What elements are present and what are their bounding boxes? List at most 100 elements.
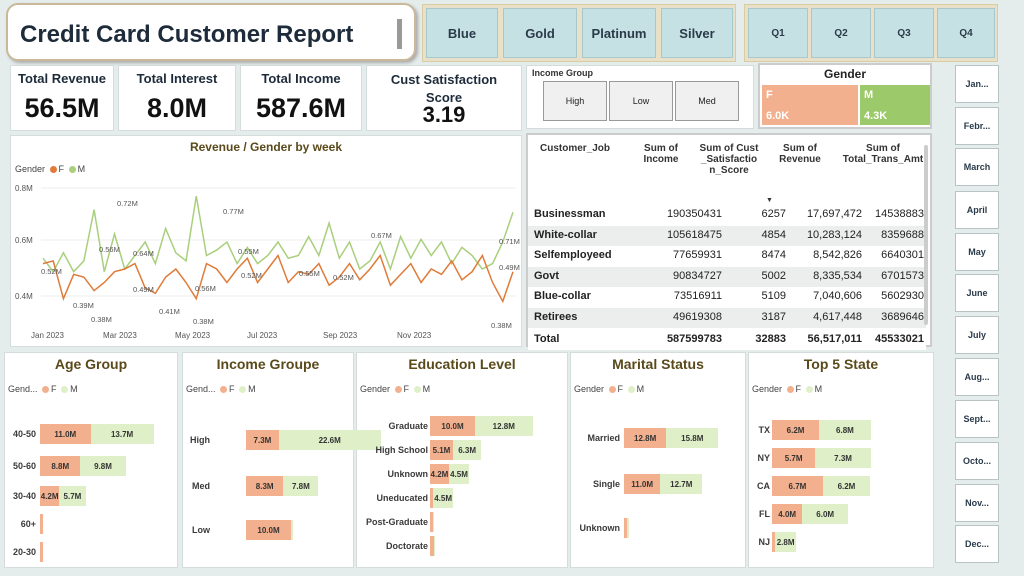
x-tick: Sep 2023 — [323, 331, 358, 340]
bar-female[interactable]: 11.0M — [40, 424, 91, 444]
slicer-platinum[interactable]: Platinum — [582, 8, 656, 58]
month-9[interactable]: Sept... — [955, 400, 999, 438]
income-high-button[interactable]: High — [543, 81, 607, 121]
table-row[interactable]: Selfemployeed 77659931 8474 8,542,826 664030… — [528, 246, 926, 266]
bar-female[interactable] — [430, 512, 433, 532]
table-row[interactable]: Blue-collar 73516911 5109 7,040,606 5602930 — [528, 287, 926, 307]
income-group-slicer: Income Group High Low Med — [526, 65, 754, 129]
kpi-label: Cust Satisfaction Score — [390, 72, 498, 105]
bar-female[interactable] — [772, 532, 775, 552]
bar-female[interactable]: 6.7M — [772, 476, 823, 496]
income-low-button[interactable]: Low — [609, 81, 673, 121]
gender-f-value: 6.0K — [766, 110, 790, 122]
bar-female[interactable] — [430, 488, 433, 508]
bar-female[interactable]: 8.3M — [246, 476, 284, 496]
month-4[interactable]: April — [955, 191, 999, 229]
legend-m: M — [70, 384, 78, 394]
y-tick: 0.4M — [15, 292, 33, 301]
slicer-q4[interactable]: Q4 — [937, 8, 995, 58]
bar-male[interactable] — [433, 536, 435, 556]
education-content: Education Level Gender F M Graduate 10.0M 12… — [356, 352, 568, 568]
bar-male[interactable]: 4.5M — [448, 464, 470, 484]
bar-female[interactable]: 5.7M — [772, 448, 816, 468]
bar-female[interactable]: 10.0M — [246, 520, 291, 540]
slicer-q3[interactable]: Q3 — [874, 8, 934, 58]
header-income[interactable]: Sum of Income — [643, 143, 679, 165]
slicer-blue[interactable]: Blue — [426, 8, 498, 58]
month-10[interactable]: Octo... — [955, 442, 999, 480]
bar-female[interactable] — [40, 542, 43, 562]
bar-male[interactable]: 6.8M — [819, 420, 871, 440]
bar-female[interactable]: 8.8M — [40, 456, 81, 476]
slicer-q1[interactable]: Q1 — [748, 8, 808, 58]
month-1[interactable]: Jan... — [955, 65, 999, 103]
bar-male[interactable]: 2.8M — [775, 532, 797, 552]
bar-female[interactable]: 4.2M — [430, 464, 449, 484]
bar-female[interactable]: 11.0M — [624, 474, 661, 494]
table-cell: Businessman — [534, 208, 606, 220]
month-7[interactable]: July — [955, 316, 999, 354]
table-total-row[interactable]: Total 587599783 32883 56,517,011 45533021 — [528, 330, 926, 350]
category-label: Low — [192, 525, 210, 535]
bar-female[interactable]: 7.3M — [246, 430, 279, 450]
bar-male[interactable]: 12.8M — [475, 416, 533, 436]
bar-female[interactable] — [40, 514, 43, 534]
bar-male[interactable]: 22.6M — [278, 430, 381, 450]
table-row[interactable]: Businessman 190350431 6257 17,697,472 145388… — [528, 205, 926, 225]
bar-male[interactable]: 7.3M — [815, 448, 871, 468]
bar-male[interactable]: 5.7M — [59, 486, 86, 506]
data-label: 0.38M — [91, 315, 112, 324]
bar-male[interactable]: 13.7M — [90, 424, 154, 444]
bar-male[interactable] — [627, 518, 629, 538]
bar-male[interactable]: 9.8M — [80, 456, 126, 476]
bar-female[interactable] — [430, 536, 434, 556]
kpi-total-revenue: Total Revenue 56.5M — [10, 65, 114, 131]
x-tick: Jan 2023 — [31, 331, 64, 340]
bar-female[interactable]: 4.0M — [772, 504, 803, 524]
header-satisfaction[interactable]: Sum of Cust_Satisfaction_Score — [699, 143, 759, 176]
table-row[interactable]: White-collar 105618475 4854 10,283,124 83596… — [528, 225, 926, 246]
header-revenue[interactable]: Sum of Revenue — [779, 143, 821, 165]
table-cell: 10,283,124 — [806, 228, 862, 241]
table-row[interactable]: Retirees 49619308 3187 4,617,448 3689646 — [528, 307, 926, 328]
bar-female[interactable]: 10.0M — [430, 416, 475, 436]
table-cell: 5002 — [761, 269, 786, 282]
gender-f-block[interactable]: F 6.0K — [762, 85, 858, 125]
bar-male[interactable]: 6.2M — [822, 476, 871, 496]
bar-male[interactable]: 7.8M — [283, 476, 319, 496]
month-5[interactable]: May — [955, 233, 999, 271]
sort-desc-icon[interactable]: ▼ — [766, 197, 773, 204]
header-trans-amt[interactable]: Sum of Total_Trans_Amt — [842, 143, 924, 165]
bar-female[interactable]: 4.2M — [40, 486, 60, 506]
bar-male[interactable] — [291, 520, 293, 540]
month-3[interactable]: March — [955, 148, 999, 186]
bar-male[interactable]: 4.5M — [433, 488, 454, 508]
header-customer-job[interactable]: Customer_Job — [540, 143, 611, 154]
legend-f: F — [58, 164, 65, 174]
table-row[interactable]: Govt 90834727 5002 8,335,534 6701573 — [528, 266, 926, 287]
bar-male[interactable]: 6.3M — [452, 440, 482, 460]
bar-male[interactable] — [433, 512, 435, 532]
legend-title: Gender — [360, 384, 391, 394]
month-2[interactable]: Febr... — [955, 107, 999, 145]
bar-female[interactable]: 6.2M — [772, 420, 820, 440]
table-cell: 32883 — [755, 333, 786, 345]
month-12[interactable]: Dec... — [955, 525, 999, 563]
slicer-silver[interactable]: Silver — [661, 8, 733, 58]
month-8[interactable]: Aug... — [955, 358, 999, 396]
slicer-gold[interactable]: Gold — [503, 8, 577, 58]
bar-female[interactable]: 12.8M — [624, 428, 667, 448]
slicer-q2[interactable]: Q2 — [811, 8, 871, 58]
bar-male[interactable]: 12.7M — [660, 474, 703, 494]
legend-f: F — [403, 384, 410, 394]
month-6[interactable]: June — [955, 274, 999, 312]
bar-male[interactable]: 15.8M — [666, 428, 719, 448]
gender-m-block[interactable]: M 4.3K — [860, 85, 930, 125]
bar-female[interactable] — [624, 518, 627, 538]
data-label: 0.55M — [299, 269, 320, 278]
bar-male[interactable]: 6.0M — [802, 504, 848, 524]
income-med-button[interactable]: Med — [675, 81, 739, 121]
bar-female[interactable]: 5.1M — [430, 440, 453, 460]
month-11[interactable]: Nov... — [955, 484, 999, 522]
table-scrollbar[interactable] — [924, 145, 928, 325]
